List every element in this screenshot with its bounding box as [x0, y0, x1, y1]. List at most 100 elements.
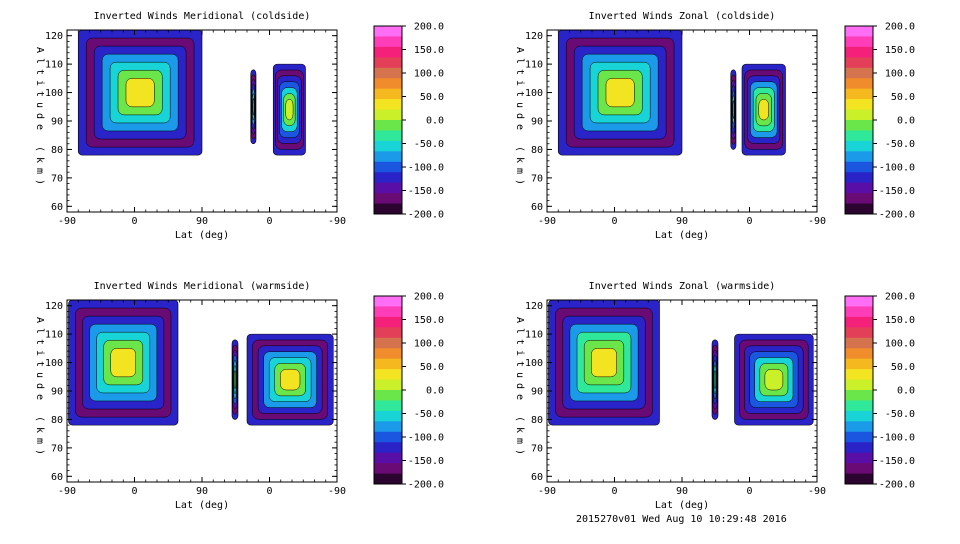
y-tick-label: 100	[525, 358, 543, 369]
y-tick-label: 120	[45, 301, 63, 312]
y-axis-label-char: d	[34, 113, 45, 119]
chart-panel-3: Inverted Winds Meridional (warmside) 60 70…	[34, 281, 444, 511]
y-tick-label: 90	[51, 117, 63, 128]
chart-title: Inverted Winds Zonal (warmside)	[589, 281, 776, 292]
colorbar-segment	[374, 140, 402, 152]
contour-band	[605, 78, 635, 108]
x-tick-label: 0	[131, 486, 137, 497]
colorbar-tick-label: -100.0	[879, 433, 915, 444]
chart-panel-2: Inverted Winds Zonal (coldside) 60 70 80 90 1…	[514, 11, 915, 241]
y-tick-label: 80	[51, 145, 63, 156]
colorbar-segment	[374, 358, 402, 370]
colorbar-segment	[845, 109, 873, 121]
y-tick-label: 110	[525, 60, 543, 71]
colorbar-segment	[845, 88, 873, 100]
chart-panel-1: Inverted Winds Meridional (coldside) 60 70…	[34, 11, 444, 241]
y-tick-label: 100	[45, 88, 63, 99]
colorbar-tick-label: 50.0	[420, 362, 444, 373]
y-axis-label-char: m	[514, 438, 525, 444]
colorbar-tick-label: -100.0	[408, 433, 444, 444]
colorbar-segment	[374, 327, 402, 339]
y-tick-label: 100	[45, 358, 63, 369]
x-tick-label: 0	[266, 486, 272, 497]
colorbar-segment	[374, 88, 402, 100]
colorbar-tick-label: -50.0	[414, 139, 444, 150]
y-tick-label: 120	[525, 31, 543, 42]
y-axis-label-char: A	[514, 47, 525, 53]
y-tick-label: 90	[531, 387, 543, 398]
contour-band	[732, 100, 735, 119]
y-axis-label-char: k	[514, 157, 525, 163]
y-axis-label-char: l	[34, 328, 45, 334]
colorbar: 200.0 150.0 100.0 50.0 0.0 -50.0 -100.0 -150.0 -…	[373, 292, 444, 491]
colorbar-segment	[374, 172, 402, 184]
colorbar-tick-label: 100.0	[414, 339, 444, 350]
colorbar-segment	[845, 182, 873, 194]
colorbar-tick-label: 50.0	[420, 92, 444, 103]
x-tick-label: -90	[328, 216, 346, 227]
colorbar-segment	[845, 463, 873, 475]
colorbar-tick-label: -200.0	[879, 480, 915, 491]
colorbar-segment	[845, 67, 873, 79]
y-axis-label-char: t	[34, 69, 45, 75]
x-tick-label: 90	[676, 486, 688, 497]
x-tick-label: 0	[611, 486, 617, 497]
y-axis-label-char: t	[514, 69, 525, 75]
y-axis-label-char: )	[514, 449, 525, 455]
colorbar-segment	[374, 316, 402, 328]
colorbar-segment	[374, 26, 402, 37]
colorbar-tick-label: 100.0	[885, 69, 915, 80]
y-axis-label-char: m	[34, 168, 45, 174]
chart-panel-4: Inverted Winds Zonal (warmside) 60 70 80 90 1…	[514, 281, 915, 511]
y-tick-label: 60	[531, 472, 543, 483]
colorbar-segment	[374, 203, 402, 215]
y-axis-label-char: A	[34, 317, 45, 323]
y-tick-label: 120	[525, 301, 543, 312]
colorbar-segment	[374, 390, 402, 401]
colorbar-segment	[845, 431, 873, 443]
y-tick-label: 100	[525, 88, 543, 99]
chart-title: Inverted Winds Zonal (coldside)	[589, 11, 776, 22]
colorbar-segment	[845, 306, 873, 318]
colorbar-segment	[845, 161, 873, 173]
y-axis-label-char: i	[514, 80, 525, 86]
colorbar-tick-label: -150.0	[408, 186, 444, 197]
y-axis-label-char: t	[514, 91, 525, 97]
y-axis-label-char: d	[514, 113, 525, 119]
x-axis-label: Lat (deg)	[175, 500, 229, 511]
colorbar-segment	[845, 421, 873, 433]
colorbar-segment	[374, 182, 402, 194]
x-tick-label: -90	[58, 216, 76, 227]
colorbar-tick-label: 0.0	[897, 386, 915, 397]
y-tick-label: 60	[51, 202, 63, 213]
y-tick-label: 120	[45, 31, 63, 42]
colorbar-segment	[374, 46, 402, 58]
y-tick-label: 80	[51, 415, 63, 426]
colorbar: 200.0 150.0 100.0 50.0 0.0 -50.0 -100.0 -150.0 -…	[373, 22, 444, 221]
colorbar-tick-label: 150.0	[414, 315, 444, 326]
x-tick-label: -90	[538, 216, 556, 227]
colorbar-tick-label: 200.0	[885, 22, 915, 33]
colorbar-segment	[845, 140, 873, 152]
colorbar-segment	[845, 358, 873, 370]
footer-timestamp: 2015270v01 Wed Aug 10 10:29:48 2016	[576, 514, 787, 525]
colorbar-segment	[845, 36, 873, 48]
y-axis-label-char: t	[34, 361, 45, 367]
contour-band	[125, 78, 155, 108]
colorbar-segment	[374, 78, 402, 90]
colorbar-segment	[374, 431, 402, 443]
x-tick-label: -90	[808, 486, 826, 497]
y-axis-label-char: e	[34, 124, 45, 130]
colorbar-segment	[374, 348, 402, 360]
contour-band	[285, 98, 294, 121]
colorbar-segment	[845, 473, 873, 485]
colorbar-segment	[374, 473, 402, 485]
x-axis-label: Lat (deg)	[655, 500, 709, 511]
colorbar-segment	[374, 410, 402, 422]
colorbar-tick-label: 50.0	[891, 92, 915, 103]
colorbar-segment	[845, 151, 873, 163]
y-axis-label-char: (	[34, 146, 45, 152]
